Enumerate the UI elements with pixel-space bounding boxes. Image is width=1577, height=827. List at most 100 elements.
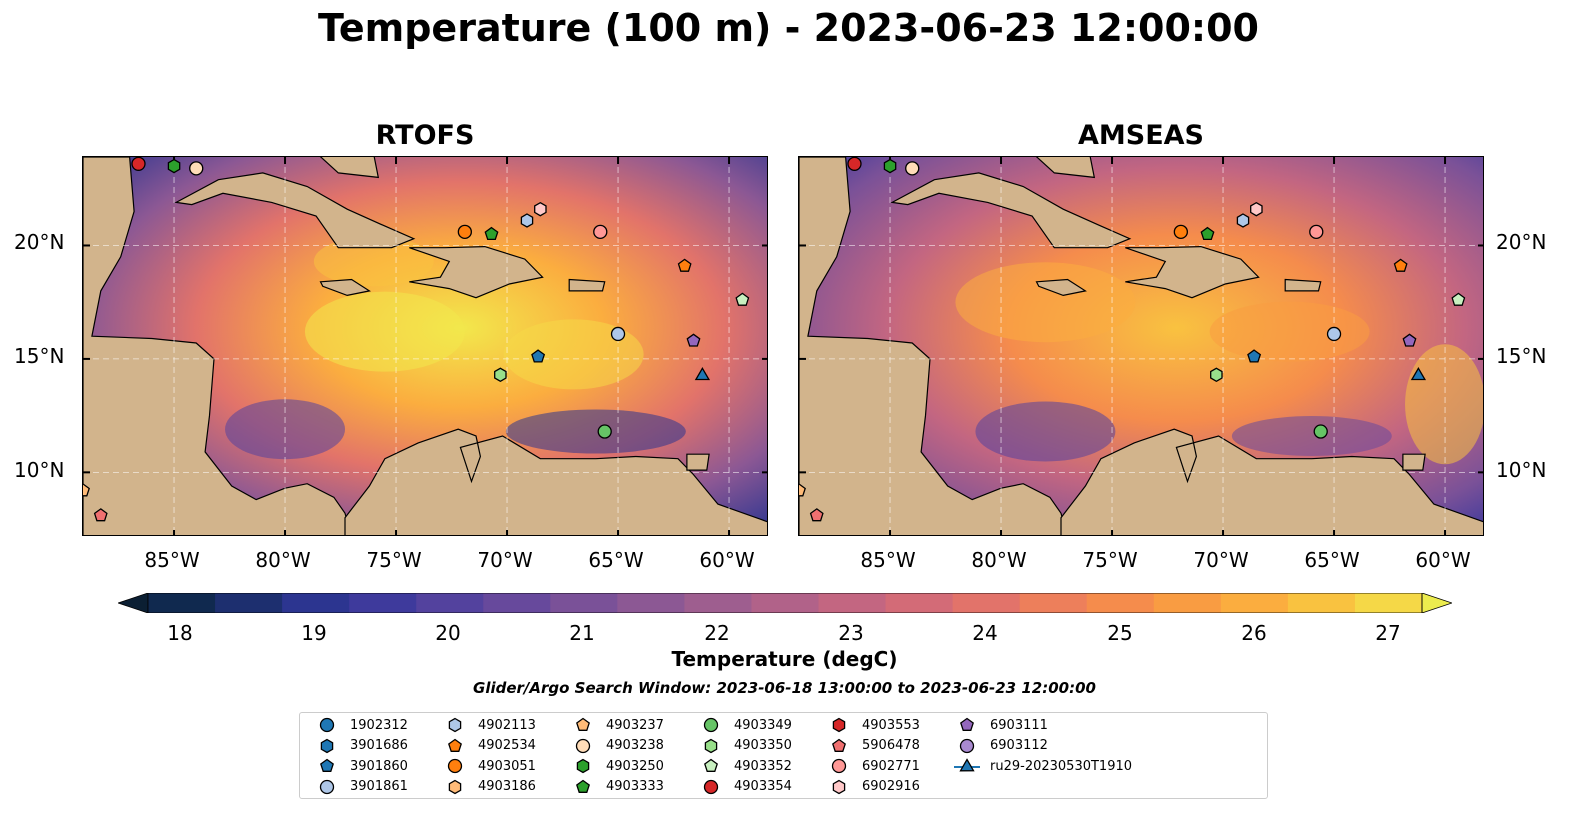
float-marker-5906478[interactable] xyxy=(809,508,824,522)
land-mass xyxy=(686,453,710,471)
colorbar-tick: 22 xyxy=(704,621,730,645)
legend-symbol-icon xyxy=(831,758,847,774)
float-marker-4902113[interactable] xyxy=(1236,213,1250,228)
rtofs-map xyxy=(82,156,768,536)
panel-title-amseas: AMSEAS xyxy=(1078,120,1204,151)
legend-label: 4903350 xyxy=(734,738,792,753)
amseas-map xyxy=(798,156,1484,536)
float-marker-4903333[interactable] xyxy=(484,226,499,241)
legend-item: 4903186 xyxy=(442,777,536,797)
float-marker-4902534[interactable] xyxy=(677,258,692,272)
colorbar-segment xyxy=(148,593,216,613)
float-marker-4903051[interactable] xyxy=(457,224,473,240)
float-marker-4903352[interactable] xyxy=(735,292,750,306)
float-marker-4903354[interactable] xyxy=(847,157,862,171)
float-marker-3901861[interactable] xyxy=(610,326,626,342)
lon-label-75w-amseas: 75°W xyxy=(1082,548,1138,572)
float-marker-4903349[interactable] xyxy=(1313,424,1328,439)
lon-label-60w-rtofs: 60°W xyxy=(699,548,755,572)
float-marker-4903238[interactable] xyxy=(905,161,920,176)
legend-item: 4902113 xyxy=(442,715,536,735)
map-canvas xyxy=(83,157,767,535)
land-mass xyxy=(1035,278,1087,297)
float-marker-4903349[interactable] xyxy=(597,424,612,439)
legend-label: 5906478 xyxy=(862,738,920,753)
colorbar-label: Temperature (degC) xyxy=(671,647,898,671)
float-marker-4903350[interactable] xyxy=(494,367,507,383)
float-marker-4903238[interactable] xyxy=(189,161,204,176)
float-marker-4903333[interactable] xyxy=(1200,226,1215,241)
colorbar-segment xyxy=(483,593,551,613)
legend-item: 1902312 xyxy=(314,715,408,735)
legend-item: 6903112 xyxy=(954,736,1048,756)
legend-item: 4903349 xyxy=(698,715,792,735)
legend-item: 4903354 xyxy=(698,777,792,797)
float-marker-6902771[interactable] xyxy=(593,224,608,240)
legend-symbol-icon xyxy=(704,758,718,772)
land-mass xyxy=(409,245,544,299)
float-marker-4902113[interactable] xyxy=(520,213,534,228)
land-mass xyxy=(319,278,371,297)
float-marker-3901861[interactable] xyxy=(1326,326,1342,342)
legend-label: 4903238 xyxy=(606,738,664,753)
legend-symbol-icon xyxy=(832,717,846,733)
colorbar-tick: 26 xyxy=(1241,621,1267,645)
legend-symbol-icon xyxy=(447,758,463,774)
colorbar-tick: 18 xyxy=(167,621,193,645)
legend-item: 4903350 xyxy=(698,736,792,756)
colorbar-segment xyxy=(1354,593,1423,613)
legend-label: 4903333 xyxy=(606,779,664,794)
float-marker-4902534[interactable] xyxy=(1393,258,1408,272)
legend-label: 4902113 xyxy=(478,717,536,733)
legend-label: ru29-20230530T1910 xyxy=(990,758,1133,774)
legend-label: 4903354 xyxy=(734,779,792,794)
float-marker-4903051[interactable] xyxy=(1173,224,1189,240)
search-window-text: Glider/Argo Search Window: 2023-06-18 13… xyxy=(473,679,1096,697)
float-marker-4903237[interactable] xyxy=(83,483,90,497)
float-marker-3901860[interactable] xyxy=(531,349,546,363)
colorbar-segment xyxy=(1287,593,1356,613)
colorbar xyxy=(116,592,1454,617)
legend-label: 4903237 xyxy=(606,717,664,733)
map-canvas xyxy=(799,157,1483,535)
float-marker-6903111[interactable] xyxy=(686,333,701,347)
temperature-patch xyxy=(1231,416,1392,457)
legend-symbol-icon xyxy=(320,758,334,772)
colorbar-tick: 23 xyxy=(838,621,864,645)
float-marker-ru29-20230530T1910[interactable] xyxy=(1410,367,1427,381)
colorbar-segment xyxy=(1153,593,1222,613)
legend-item: 6902771 xyxy=(826,756,920,776)
float-marker-6902916[interactable] xyxy=(1250,201,1263,217)
legend-symbol-icon xyxy=(576,779,590,793)
colorbar-segment xyxy=(751,593,820,613)
float-marker-ru29-20230530T1910[interactable] xyxy=(694,367,711,381)
float-marker-4903352[interactable] xyxy=(1451,292,1466,306)
colorbar-extend-high xyxy=(1421,592,1454,614)
legend-label: 3901686 xyxy=(350,738,408,753)
legend-label: 6903111 xyxy=(990,717,1048,733)
temperature-patch xyxy=(1405,344,1483,465)
float-marker-4903237[interactable] xyxy=(799,483,806,497)
float-marker-4903354[interactable] xyxy=(131,157,146,171)
legend-symbol-icon xyxy=(703,717,719,733)
lon-label-85w-amseas: 85°W xyxy=(860,548,916,572)
float-marker-4903250[interactable] xyxy=(167,158,181,174)
legend-label: 6902771 xyxy=(862,758,920,774)
float-marker-4903350[interactable] xyxy=(1210,367,1223,383)
float-marker-4903250[interactable] xyxy=(883,158,897,174)
legend-symbol-icon xyxy=(320,738,334,753)
land-mass xyxy=(83,157,352,535)
float-marker-3901860[interactable] xyxy=(1247,349,1262,363)
land-mass xyxy=(319,157,380,179)
float-marker-5906478[interactable] xyxy=(93,508,108,522)
legend-symbol-icon xyxy=(954,758,980,772)
lon-label-85w-rtofs: 85°W xyxy=(144,548,200,572)
legend-label: 4903051 xyxy=(478,758,536,774)
legend-symbol-icon xyxy=(832,779,846,794)
float-marker-6903111[interactable] xyxy=(1402,333,1417,347)
float-marker-6902916[interactable] xyxy=(534,201,547,217)
float-marker-6902771[interactable] xyxy=(1309,224,1324,240)
lat-label-20n-right: 20°N xyxy=(1496,230,1547,254)
legend-symbol-icon xyxy=(448,738,462,752)
legend-symbol-icon xyxy=(832,738,846,752)
